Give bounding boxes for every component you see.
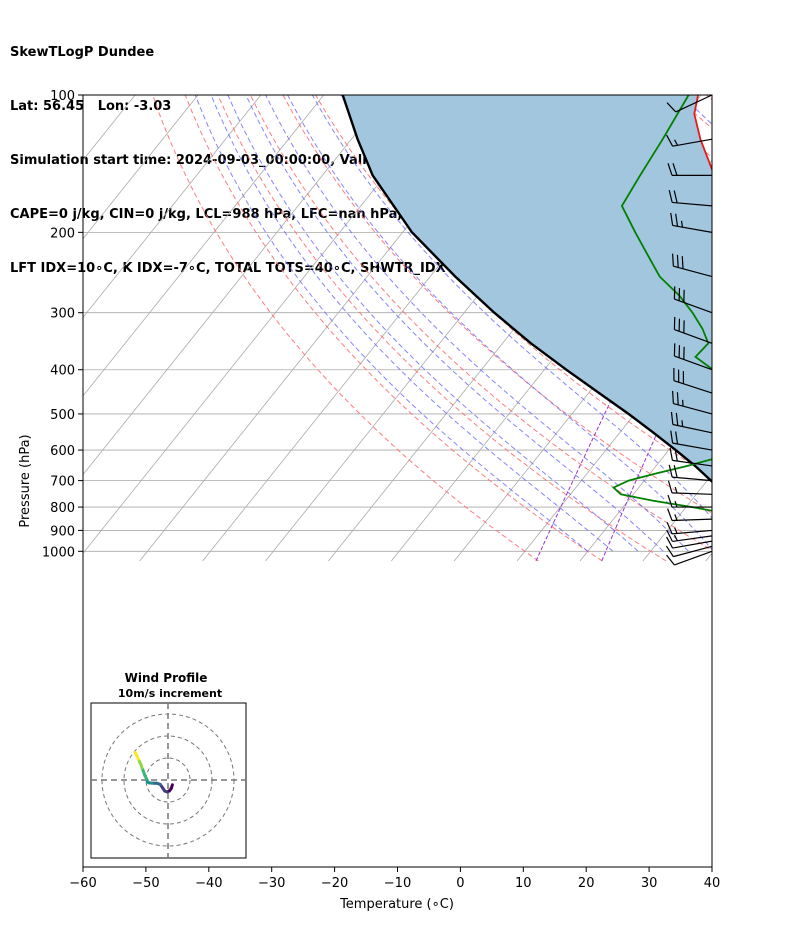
parcel-line bbox=[341, 95, 712, 484]
wind-barb bbox=[667, 480, 713, 495]
wind-barb bbox=[670, 411, 713, 434]
x-tick-label: −60 bbox=[69, 876, 96, 891]
moist-adiabat bbox=[210, 95, 614, 552]
y-tick-label: 400 bbox=[50, 364, 75, 379]
title-line-station: SkewTLogP Dundee bbox=[10, 45, 155, 60]
hodograph-ring bbox=[145, 757, 191, 803]
isotherm--20 bbox=[579, 395, 712, 562]
wind-barb bbox=[673, 368, 713, 394]
wind-barb bbox=[668, 189, 713, 207]
y-tick-label: 300 bbox=[50, 307, 75, 322]
x-tick-label: −40 bbox=[195, 876, 222, 891]
wind-barb bbox=[673, 343, 713, 371]
isotherm--160 bbox=[0, 95, 72, 561]
wind-barb bbox=[666, 94, 713, 113]
wind-barb bbox=[667, 494, 712, 508]
isotherm--110 bbox=[83, 95, 388, 476]
x-tick-label: −10 bbox=[384, 876, 411, 891]
isotherm--120 bbox=[83, 95, 325, 397]
isotherm--10 bbox=[642, 473, 712, 562]
wind-barb bbox=[673, 316, 713, 344]
wind-barb bbox=[666, 536, 713, 549]
wind-barb bbox=[665, 545, 713, 558]
moist-adiabat bbox=[265, 95, 689, 552]
y-tick-label: 100 bbox=[50, 89, 75, 104]
y-tick-label: 800 bbox=[50, 501, 75, 516]
x-tick-label: −20 bbox=[321, 876, 348, 891]
hodograph-segment bbox=[133, 751, 138, 756]
x-tick-label: −50 bbox=[132, 876, 159, 891]
wind-barb bbox=[670, 430, 713, 451]
wind-barb bbox=[666, 522, 713, 535]
wind-barb bbox=[667, 508, 713, 522]
wind-barb bbox=[670, 212, 713, 233]
y-tick-label: 600 bbox=[50, 444, 75, 459]
isotherm--130 bbox=[83, 95, 262, 319]
dry-adiabat bbox=[282, 95, 712, 514]
wind-barb bbox=[669, 447, 713, 467]
dry-adiabat bbox=[152, 95, 539, 562]
y-tick-label: 700 bbox=[50, 475, 75, 490]
y-tick-label: 900 bbox=[50, 524, 75, 539]
dry-adiabat bbox=[217, 95, 667, 562]
x-tick-label: 0 bbox=[456, 876, 464, 891]
x-tick-label: 30 bbox=[641, 876, 658, 891]
dry-adiabat bbox=[739, 95, 794, 561]
wind-barb bbox=[666, 550, 713, 566]
moist-adiabat bbox=[311, 95, 712, 519]
title-line-location: Lat: 56.45 Lon: -3.03 bbox=[10, 99, 172, 114]
y-tick-label: 500 bbox=[50, 408, 75, 423]
wind-barb bbox=[672, 390, 713, 415]
hodograph-subtitle: 10m/s increment bbox=[118, 687, 222, 700]
wind-barb bbox=[666, 529, 713, 543]
dry-adiabat bbox=[184, 95, 603, 562]
hodograph-title: Wind Profile bbox=[125, 671, 208, 685]
cin-shading bbox=[342, 95, 712, 482]
y-axis-label: Pressure (hPa) bbox=[18, 434, 33, 527]
x-tick-label: −30 bbox=[258, 876, 285, 891]
x-tick-label: 40 bbox=[704, 876, 721, 891]
wind-barb bbox=[673, 286, 713, 314]
isotherm-0 bbox=[705, 552, 712, 562]
moist-adiabat bbox=[227, 95, 639, 552]
y-tick-label: 200 bbox=[50, 226, 75, 241]
isotherm-10 bbox=[769, 95, 794, 561]
x-axis-label: Temperature (∘C) bbox=[339, 897, 454, 912]
wind-barb bbox=[672, 253, 713, 278]
isotherm--140 bbox=[83, 95, 199, 240]
dry-adiabat bbox=[706, 95, 712, 101]
moist-adiabat bbox=[194, 95, 589, 552]
dry-adiabat bbox=[249, 95, 712, 551]
x-tick-label: 20 bbox=[578, 876, 595, 891]
wind-barb bbox=[667, 163, 712, 176]
dewpoint-line bbox=[612, 95, 712, 512]
wind-barb bbox=[666, 134, 713, 147]
moist-adiabat bbox=[287, 95, 712, 551]
y-tick-label: 1000 bbox=[42, 545, 75, 560]
x-tick-label: 10 bbox=[515, 876, 532, 891]
wind-barb bbox=[668, 464, 713, 482]
